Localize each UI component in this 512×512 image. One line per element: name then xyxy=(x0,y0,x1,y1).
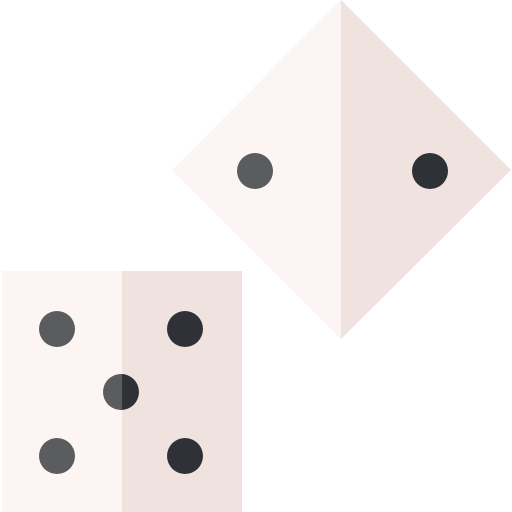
upright-die-pip-bottom-left xyxy=(39,438,75,474)
upright-die-pip-bottom-right xyxy=(167,438,203,474)
rotated-die-pip-1 xyxy=(237,153,273,189)
upright-die-pip-center-left-half xyxy=(103,374,122,410)
upright-die-pip-center-right-half xyxy=(122,374,139,410)
upright-die-pip-center xyxy=(103,374,139,410)
upright-die-pip-top-right xyxy=(167,311,203,347)
rotated-die xyxy=(172,0,511,339)
rotated-die-pip-2 xyxy=(412,153,448,189)
upright-die-face-right xyxy=(122,271,242,512)
upright-die-pip-top-left xyxy=(39,311,75,347)
upright-die xyxy=(2,271,242,512)
